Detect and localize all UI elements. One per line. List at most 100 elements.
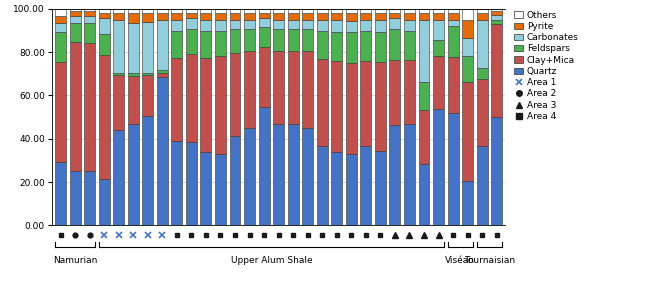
Bar [317,32,328,59]
Bar [200,58,211,152]
Bar [433,109,444,225]
Bar [477,20,488,68]
Bar [462,9,473,20]
Bar [273,29,284,51]
Bar [462,181,473,225]
Bar [273,13,284,20]
Bar [389,60,400,125]
Bar [84,171,95,225]
Bar [491,24,502,117]
Bar [172,9,182,13]
Bar [331,60,342,152]
Bar [288,13,299,20]
Bar [98,55,110,179]
Bar [288,51,299,124]
Bar [317,9,328,13]
Bar [128,124,139,225]
Bar [433,13,444,20]
Bar [215,13,226,20]
Bar [157,13,168,20]
Bar [69,171,80,225]
Bar [375,20,386,32]
Bar [244,128,255,225]
Bar [143,22,153,73]
Bar [84,23,95,43]
Bar [331,13,342,21]
Bar [84,43,95,171]
Text: Upper Alum Shale: Upper Alum Shale [231,256,312,265]
Bar [55,32,66,62]
Bar [186,29,197,54]
Bar [360,146,371,225]
Bar [477,79,488,146]
Text: Namurian: Namurian [53,256,97,265]
Bar [448,26,459,57]
Bar [69,11,80,16]
Bar [128,73,139,75]
Bar [331,9,342,13]
Bar [448,57,459,113]
Bar [172,140,182,225]
Bar [157,73,168,77]
Bar [462,82,473,181]
Bar [69,42,80,171]
Bar [477,13,488,20]
Bar [419,9,430,13]
Bar [143,116,153,225]
Bar [157,20,168,70]
Bar [317,146,328,225]
Bar [259,18,270,27]
Bar [360,32,371,61]
Bar [113,9,124,13]
Bar [360,9,371,13]
Bar [229,13,240,20]
Bar [200,31,211,58]
Bar [302,128,313,225]
Bar [98,13,110,18]
Bar [273,51,284,124]
Bar [172,20,182,31]
Bar [55,16,66,23]
Bar [477,9,488,13]
Bar [69,16,80,23]
Bar [172,13,182,20]
Bar [55,23,66,32]
Bar [317,20,328,32]
Bar [128,23,139,73]
Bar [229,9,240,13]
Bar [259,27,270,47]
Bar [215,154,226,225]
Bar [200,13,211,20]
Bar [448,20,459,26]
Bar [215,31,226,55]
Bar [346,9,357,13]
Bar [346,13,357,21]
Bar [389,13,400,18]
Bar [360,61,371,146]
Bar [346,154,357,225]
Bar [259,107,270,225]
Bar [98,18,110,34]
Bar [389,9,400,13]
Bar [113,73,124,75]
Bar [229,136,240,225]
Bar [143,9,153,13]
Bar [288,29,299,51]
Bar [419,82,430,110]
Bar [157,9,168,13]
Bar [375,9,386,13]
Bar [244,29,255,51]
Legend: Others, Pyrite, Carbonates, Feldspars, Clay+Mica, Quartz, Area 1, Area 2, Area 3: Others, Pyrite, Carbonates, Feldspars, C… [512,9,581,123]
Bar [462,55,473,82]
Bar [346,21,357,32]
Bar [157,70,168,73]
Bar [172,31,182,58]
Text: Viséan: Viséan [445,256,476,265]
Bar [404,9,415,13]
Bar [200,20,211,31]
Bar [448,13,459,20]
Bar [55,62,66,162]
Bar [200,9,211,13]
Bar [186,54,197,142]
Bar [375,32,386,62]
